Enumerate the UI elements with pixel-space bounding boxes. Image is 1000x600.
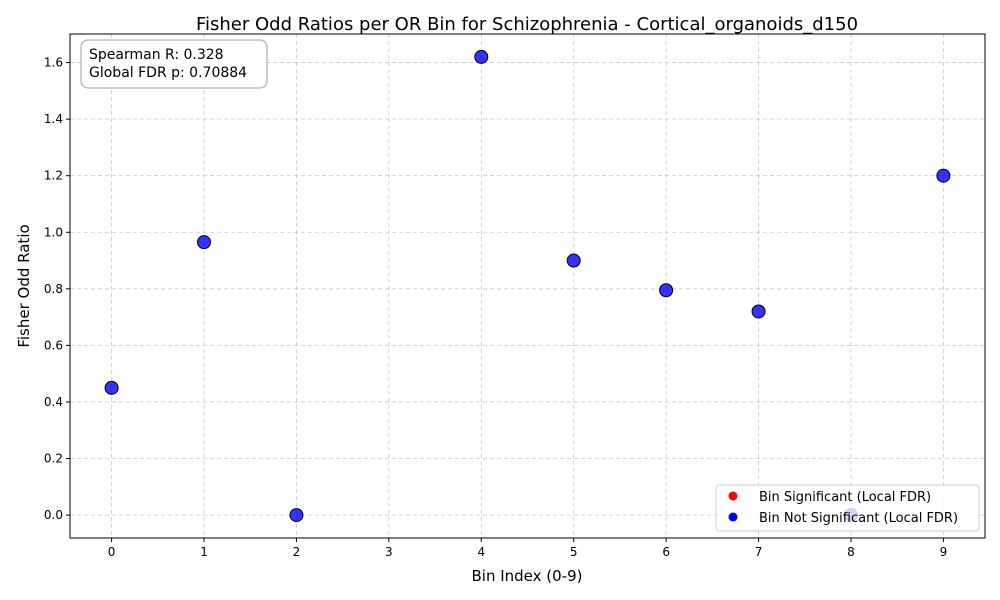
not-significant-bin-point: [936, 168, 951, 183]
legend-marker-not-significant: [728, 512, 738, 522]
data-points: [104, 49, 951, 523]
axis-ticks: 0 1 2 3 4 5 6 7 8 9 0.0 0.2 0.4 0.6 0.8 1.0 1.2 1.4 1.6: [44, 56, 947, 559]
not-significant-bin-point: [474, 49, 489, 64]
not-significant-bin-point: [104, 380, 119, 395]
legend: Bin Significant (Local FDR) Bin Not Sign…: [715, 484, 980, 532]
x-tick-label: 2: [293, 545, 301, 559]
x-tick-label: 5: [570, 545, 578, 559]
y-tick-label: 1.2: [44, 169, 63, 183]
legend-label-not-significant: Bin Not Significant (Local FDR): [759, 511, 958, 526]
global-fdr-text: Global FDR p: 0.70884: [89, 65, 247, 81]
y-tick-label: 1.0: [44, 225, 63, 239]
not-significant-bin-point: [566, 253, 581, 268]
spearman-r-text: Spearman R: 0.328: [89, 47, 224, 63]
grid-lines: [70, 34, 985, 538]
plot-frame: [69, 33, 986, 539]
y-tick-label: 1.4: [44, 112, 63, 126]
not-significant-bin-point: [751, 304, 766, 319]
not-significant-bin-point: [659, 283, 674, 298]
legend-marker-significant: [728, 491, 738, 501]
legend-box: [715, 484, 980, 532]
y-tick-label: 0.4: [44, 395, 63, 409]
stats-annotation: Spearman R: 0.328 Global FDR p: 0.70884: [80, 39, 268, 89]
y-tick-label: 1.6: [44, 56, 63, 70]
x-tick-label: 9: [940, 545, 948, 559]
x-tick-label: 6: [662, 545, 670, 559]
x-tick-label: 4: [477, 545, 485, 559]
not-significant-bin-point: [197, 235, 212, 250]
y-axis-title: Fisher Odd Ratio: [15, 224, 33, 347]
legend-label-significant: Bin Significant (Local FDR): [759, 490, 931, 505]
chart-title: Fisher Odd Ratios per OR Bin for Schizop…: [196, 14, 858, 35]
y-tick-label: 0.8: [44, 282, 63, 296]
not-significant-bin-point: [289, 508, 304, 523]
x-tick-label: 8: [847, 545, 855, 559]
x-tick-label: 7: [755, 545, 763, 559]
y-tick-label: 0.2: [44, 452, 63, 466]
x-tick-label: 1: [200, 545, 208, 559]
x-tick-label: 0: [108, 545, 116, 559]
y-tick-label: 0.6: [44, 338, 63, 352]
x-tick-label: 3: [385, 545, 393, 559]
stats-box: [80, 39, 268, 89]
x-axis-title: Bin Index (0-9): [472, 567, 583, 585]
y-tick-label: 0.0: [44, 508, 63, 522]
